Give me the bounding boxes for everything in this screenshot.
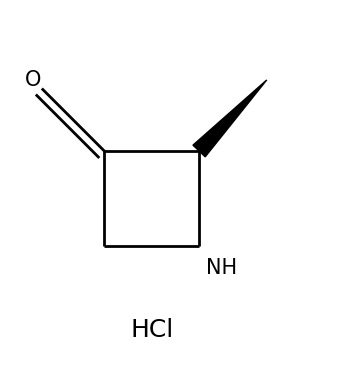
Text: NH: NH: [206, 258, 237, 278]
Text: O: O: [25, 70, 41, 90]
Text: HCl: HCl: [130, 318, 173, 342]
Polygon shape: [193, 80, 267, 157]
